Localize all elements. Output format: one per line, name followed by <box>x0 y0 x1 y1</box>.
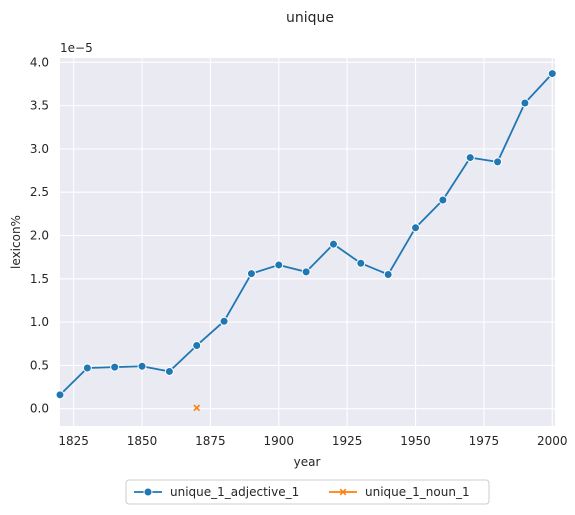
x-tick-label: 1975 <box>469 434 500 448</box>
y-tick-label: 1.0 <box>30 315 49 329</box>
x-axis-ticks: 1825 1850 1875 1900 1925 1950 1975 2000 <box>58 434 567 448</box>
x-tick-label: 1900 <box>264 434 295 448</box>
data-point <box>246 269 256 279</box>
data-point <box>493 157 503 167</box>
data-point <box>219 316 229 326</box>
data-point <box>547 69 557 79</box>
x-tick-label: 2000 <box>537 434 568 448</box>
y-tick-label: 0.0 <box>30 402 49 416</box>
legend-entry: unique_1_noun_1 <box>329 485 470 499</box>
data-point <box>193 404 201 412</box>
legend: unique_1_adjective_1 unique_1_noun_1 <box>125 479 490 505</box>
data-point <box>383 269 393 279</box>
x-axis-label: year <box>294 455 321 469</box>
y-tick-label: 3.0 <box>30 142 49 156</box>
data-point <box>438 195 448 205</box>
data-point <box>520 98 530 108</box>
x-tick-label: 1850 <box>127 434 158 448</box>
legend-items: unique_1_adjective_1 unique_1_noun_1 <box>134 485 470 499</box>
y-tick-label: 1.5 <box>30 272 49 286</box>
x-tick-label: 1825 <box>58 434 89 448</box>
legend-box <box>125 479 490 505</box>
y-tick-label: 0.5 <box>30 358 49 372</box>
y-offset-text: 1e−5 <box>60 41 93 55</box>
data-point <box>192 340 202 350</box>
legend-label: unique_1_adjective_1 <box>170 485 299 499</box>
y-tick-label: 2.5 <box>30 185 49 199</box>
series-unique_1_adjective_1 <box>55 69 557 400</box>
grid <box>60 58 555 426</box>
y-axis-ticks: 0.0 0.5 1.0 1.5 2.0 2.5 3.0 3.5 4.0 <box>30 55 49 415</box>
data-point <box>82 363 92 373</box>
data-point <box>301 267 311 277</box>
data-point <box>274 260 284 270</box>
legend-marker <box>143 487 153 497</box>
data-point <box>411 223 421 233</box>
x-tick-label: 1925 <box>332 434 363 448</box>
legend-entry: unique_1_adjective_1 <box>134 485 299 499</box>
data-point <box>110 362 120 372</box>
plot-area <box>60 58 555 426</box>
y-tick-label: 4.0 <box>30 55 49 69</box>
data-point <box>465 153 475 163</box>
data-point <box>137 361 147 371</box>
data-point <box>356 258 366 268</box>
series-layer <box>55 69 557 412</box>
legend-label: unique_1_noun_1 <box>365 485 470 499</box>
y-tick-label: 2.0 <box>30 229 49 243</box>
legend-marker <box>339 488 347 496</box>
chart-title: unique <box>286 10 334 26</box>
x-tick-label: 1950 <box>400 434 431 448</box>
y-axis-label: lexicon% <box>9 215 23 269</box>
data-point <box>164 366 174 376</box>
data-point <box>55 390 65 400</box>
data-point <box>328 239 338 249</box>
y-tick-label: 3.5 <box>30 99 49 113</box>
x-tick-label: 1875 <box>195 434 226 448</box>
series-unique_1_noun_1 <box>193 404 201 412</box>
